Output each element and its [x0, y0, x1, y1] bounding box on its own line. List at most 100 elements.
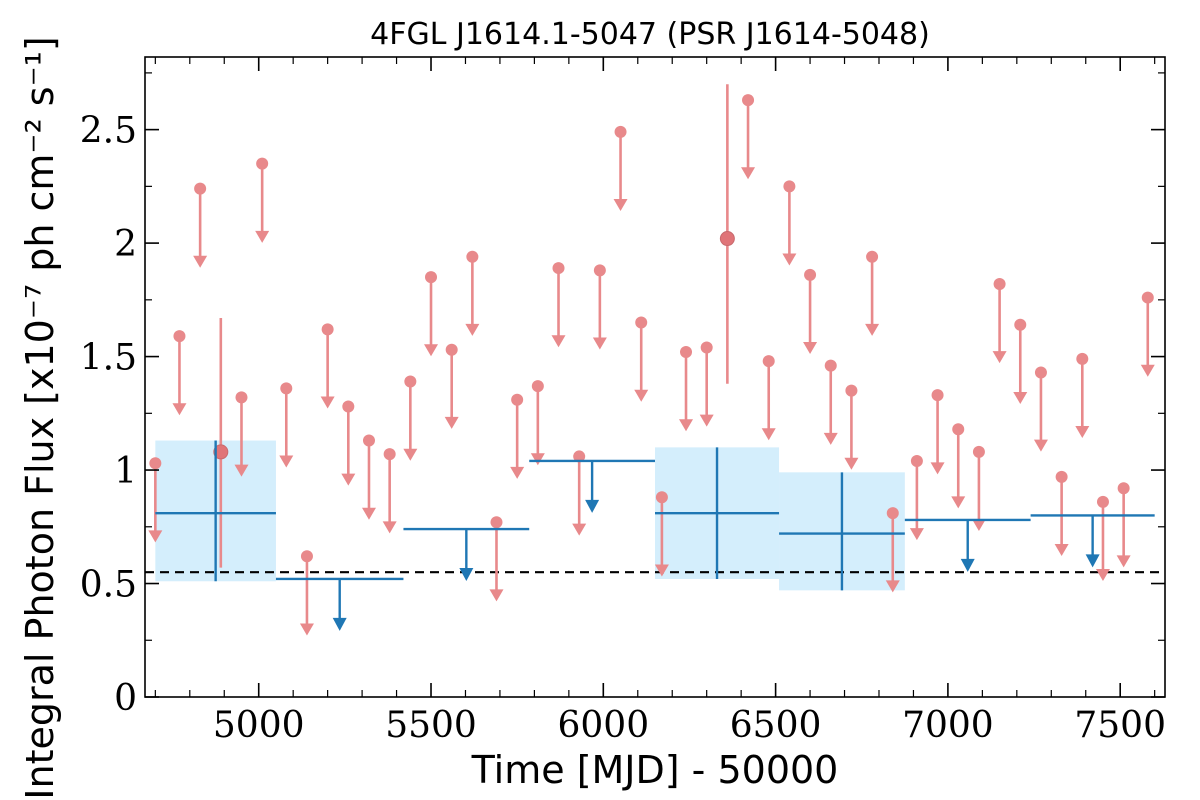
- x-axis-label: Time [MJD] - 50000: [471, 748, 839, 792]
- short-bin-detection-point: [719, 231, 735, 247]
- short-bin-upper-limit-point: [149, 457, 162, 470]
- short-bin-upper-limit-point: [993, 277, 1006, 290]
- short-bin-upper-limit-point: [194, 182, 207, 195]
- short-bin-upper-limit-arrow: [341, 473, 356, 486]
- short-bin-upper-limit-arrow: [971, 519, 986, 532]
- short-bin-upper-limit-point: [1014, 318, 1027, 331]
- short-bin-upper-limit-arrow: [172, 403, 187, 416]
- x-tick-label: 7000: [902, 705, 994, 746]
- short-bin-upper-limit-point: [342, 400, 355, 413]
- short-bin-upper-limit-point: [972, 445, 985, 458]
- short-bin-upper-limit-point: [700, 341, 713, 354]
- short-bin-upper-limit-arrow: [613, 199, 628, 212]
- short-bin-upper-limit-arrow: [823, 432, 838, 445]
- short-bin-upper-limit-point: [425, 271, 438, 284]
- short-bin-upper-limit-point: [783, 180, 796, 193]
- short-bin-upper-limit-point: [1034, 366, 1047, 379]
- long-bin-upper-limit-arrow: [585, 499, 600, 513]
- short-bin-upper-limit-point: [552, 262, 565, 275]
- y-tick-label: 1: [114, 451, 137, 492]
- short-bin-upper-limit-arrow: [803, 342, 818, 355]
- axis-ticks: 5000 5500 6000 6500 7000 7500 0 0.5 1 1.5 2 2.5: [80, 57, 1166, 746]
- y-tick-label: 0: [114, 678, 137, 719]
- long-bin-upper-limit-arrow: [332, 617, 347, 631]
- short-bin-upper-limit-point: [1141, 291, 1154, 304]
- short-bin-upper-limit-arrow: [1033, 439, 1048, 452]
- short-bin-upper-limit-point: [1076, 352, 1089, 365]
- x-tick-label: 6500: [730, 705, 822, 746]
- short-bin-upper-limit-point: [762, 355, 775, 368]
- short-bin-upper-limit-arrow: [424, 344, 439, 357]
- short-bin-upper-limit-arrow: [865, 323, 880, 336]
- short-bin-upper-limit-point: [445, 343, 458, 356]
- short-bin-upper-limit-point: [404, 375, 417, 388]
- short-bin-upper-limit-arrow: [1116, 555, 1131, 568]
- short-bin-upper-limit-arrow: [1075, 426, 1090, 439]
- short-bin-upper-limit-arrow: [741, 167, 756, 180]
- short-bin-upper-limit-arrow: [299, 623, 314, 636]
- short-bin-upper-limit-arrow: [465, 323, 480, 336]
- chart-title: 4FGL J1614.1-5047 (PSR J1614-5048): [370, 17, 930, 52]
- y-tick-label: 2.5: [80, 111, 137, 152]
- short-bin-upper-limit-point: [635, 316, 648, 329]
- short-bin-upper-limit-arrow: [1095, 568, 1110, 581]
- short-bin-upper-limit-arrow: [930, 462, 945, 475]
- short-bin-upper-limit-arrow: [992, 351, 1007, 364]
- short-bin-upper-limit-arrow: [279, 455, 294, 468]
- y-tick-label: 2: [114, 224, 137, 265]
- short-bin-upper-limit-point: [235, 391, 248, 404]
- short-bin-upper-limit-arrow: [255, 230, 270, 243]
- short-bin-upper-limit-arrow: [761, 428, 776, 441]
- short-bin-upper-limit-point: [886, 507, 899, 520]
- short-bin-upper-limit-arrow: [148, 530, 163, 543]
- x-tick-label: 5500: [385, 705, 477, 746]
- short-bin-upper-limit-point: [952, 423, 965, 436]
- short-bin-upper-limit-arrow: [885, 580, 900, 593]
- short-bin-upper-limit-arrow: [782, 253, 797, 266]
- short-bin-upper-limit-arrow: [679, 419, 694, 432]
- short-bin-upper-limit-point: [593, 264, 606, 277]
- short-bin-upper-limit-arrow: [1054, 544, 1069, 557]
- x-tick-label: 7500: [1074, 705, 1166, 746]
- short-bin-upper-limit-arrow: [234, 464, 249, 477]
- short-bin-upper-limit-point: [1096, 495, 1109, 508]
- y-tick-label: 1.5: [80, 338, 137, 379]
- short-bin-upper-limit-point: [845, 384, 858, 397]
- short-bin-upper-limit-point: [321, 323, 334, 336]
- short-bin-upper-limit-point: [511, 393, 524, 406]
- short-bin-upper-limit-point: [1055, 470, 1068, 483]
- short-bin-upper-limit-point: [280, 382, 293, 395]
- short-bin-upper-limit-arrow: [572, 523, 587, 536]
- short-bin-upper-limit-arrow: [530, 453, 545, 466]
- short-bin-upper-limit-arrow: [909, 528, 924, 541]
- long-bin-upper-limit-arrow: [459, 567, 474, 581]
- long-bin-upper-limit-arrow: [960, 558, 975, 572]
- short-bin-upper-limit-arrow: [510, 466, 525, 479]
- long-bin-upper-limit-arrow: [1085, 554, 1100, 568]
- short-bin-upper-limit-point: [866, 250, 879, 263]
- short-bin-upper-limit-arrow: [193, 255, 208, 268]
- short-bin-upper-limit-point: [466, 250, 479, 263]
- short-bin-upper-limit-arrow: [1013, 391, 1028, 404]
- short-bin-upper-limit-point: [256, 157, 269, 170]
- x-tick-label: 6000: [557, 705, 649, 746]
- short-bin-upper-limit-point: [383, 448, 396, 461]
- short-bin-upper-limit-arrow: [382, 521, 397, 534]
- short-bin-upper-limit-point: [742, 94, 755, 107]
- short-bin-upper-limit-point: [680, 346, 693, 359]
- short-bin-upper-limit-arrow: [489, 589, 504, 602]
- short-bin-upper-limit-point: [362, 434, 375, 447]
- short-bin-upper-limit-arrow: [592, 337, 607, 350]
- short-bin-upper-limit-arrow: [654, 564, 669, 577]
- short-bin-upper-limit-point: [573, 450, 586, 463]
- short-bin-detection-point: [213, 444, 229, 460]
- short-bin-upper-limit-point: [655, 491, 668, 504]
- short-bin-upper-limit-point: [824, 359, 837, 372]
- short-bin-upper-limit-point: [173, 330, 186, 343]
- x-tick-label: 5000: [213, 705, 305, 746]
- short-bin-upper-limit-point: [804, 268, 817, 281]
- short-bin-upper-limit-point: [931, 389, 944, 402]
- short-bin-upper-limit-point: [910, 454, 923, 467]
- short-bin-upper-limit-arrow: [699, 414, 714, 427]
